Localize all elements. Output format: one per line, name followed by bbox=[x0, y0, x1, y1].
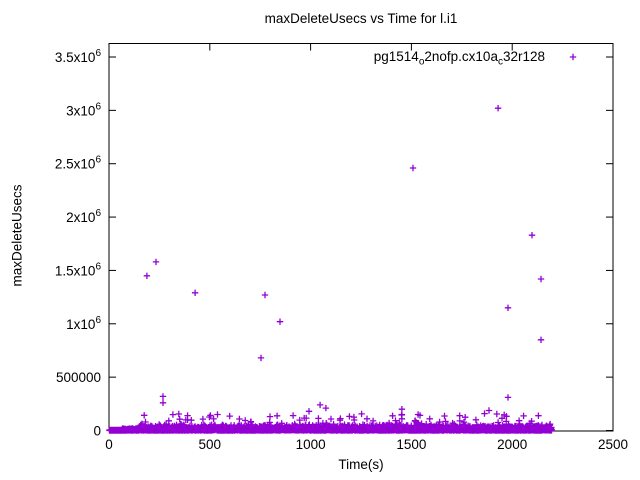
y-tick-label: 1.5x106 bbox=[55, 261, 102, 278]
y-tick-label: 0 bbox=[93, 424, 101, 439]
chart-title: maxDeleteUsecs vs Time for l.i1 bbox=[264, 11, 458, 26]
legend-label-subscript: c bbox=[497, 56, 503, 68]
y-tick-label: 500000 bbox=[56, 370, 101, 385]
y-tick-label: 1x106 bbox=[66, 315, 101, 332]
y-tick-label: 2.5x106 bbox=[55, 155, 102, 172]
legend: pg1514o2nofp.cx10ac32r128 bbox=[373, 49, 545, 67]
x-tick-label: 0 bbox=[105, 437, 113, 452]
legend-marker-icon bbox=[569, 53, 577, 61]
y-tick-label: 2x106 bbox=[66, 208, 101, 225]
x-tick-label: 500 bbox=[199, 437, 222, 452]
y-tick-label: 3.5x106 bbox=[55, 48, 102, 65]
scatter-points bbox=[106, 105, 555, 434]
x-tick-label: 1500 bbox=[396, 437, 426, 452]
y-tick-label: 3x106 bbox=[66, 101, 101, 118]
plot-border bbox=[108, 43, 614, 432]
legend-series-label: pg1514o2nofp.cx10ac32r128 bbox=[373, 49, 545, 67]
x-tick-label: 1000 bbox=[296, 437, 326, 452]
legend-label-text: 2nofp.cx10a bbox=[424, 49, 498, 64]
x-axis-label: Time(s) bbox=[338, 457, 384, 472]
x-tick-label: 2500 bbox=[598, 437, 628, 452]
x-tick-label: 2000 bbox=[497, 437, 527, 452]
legend-label-text: 32r128 bbox=[502, 49, 545, 64]
legend-label-text: pg1514 bbox=[373, 49, 419, 64]
legend-label-subscript: o bbox=[418, 56, 425, 68]
